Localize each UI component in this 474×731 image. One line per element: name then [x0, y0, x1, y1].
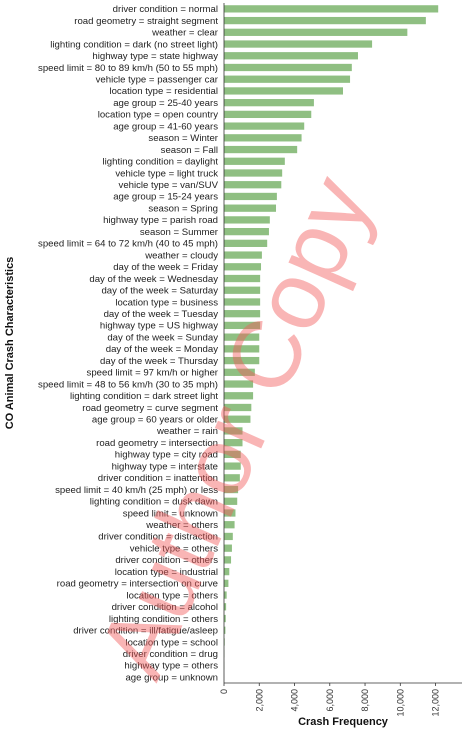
- bar: [224, 169, 282, 176]
- category-label: weather = clear: [151, 28, 219, 39]
- x-tick-label: 8,000: [360, 689, 370, 712]
- category-label: speed limit = 80 to 89 km/h (50 to 55 mp…: [38, 63, 218, 74]
- category-label: age group = 25-40 years: [113, 98, 218, 109]
- category-label: vehicle type = van/SUV: [119, 180, 219, 191]
- category-label: day of the week = Saturday: [101, 286, 218, 297]
- category-label: day of the week = Monday: [106, 344, 218, 355]
- bar: [224, 146, 297, 153]
- x-tick-label: 12,000: [431, 689, 441, 717]
- x-tick-label: 10,000: [395, 689, 405, 717]
- category-label: season = Winter: [148, 133, 218, 144]
- category-label: driver condition = normal: [113, 4, 218, 15]
- y-axis-title: CO Animal Crash Characteristics: [4, 257, 16, 430]
- bar: [224, 111, 311, 118]
- category-label: season = Fall: [161, 145, 218, 156]
- bar: [224, 17, 426, 24]
- category-label: road geometry = straight segment: [74, 16, 218, 27]
- x-tick-label: 4,000: [290, 689, 300, 712]
- category-label: highway type = state highway: [92, 51, 218, 62]
- category-label: season = Spring: [148, 203, 218, 214]
- bar: [224, 193, 277, 200]
- category-label: highway type = parish road: [103, 215, 218, 226]
- bar: [224, 158, 285, 165]
- x-axis-title: Crash Frequency: [298, 716, 389, 728]
- category-label: location type = residential: [109, 86, 218, 97]
- category-label: vehicle type = passenger car: [96, 75, 219, 86]
- bar: [224, 64, 352, 71]
- category-label: day of the week = Tuesday: [104, 309, 219, 320]
- bar: [224, 181, 281, 188]
- category-label: highway type = US highway: [100, 321, 218, 332]
- bar: [224, 40, 372, 47]
- x-ticks-group: 0 2,000 4,000 6,000 8,000 10,000 12,000: [219, 683, 441, 717]
- category-label: speed limit = 64 to 72 km/h (40 to 45 mp…: [38, 239, 218, 250]
- category-label: age group = 41-60 years: [113, 121, 218, 132]
- category-label: day of the week = Sunday: [107, 332, 218, 343]
- bar: [224, 87, 343, 94]
- category-label: vehicle type = light truck: [115, 168, 218, 179]
- category-label: location type = open country: [98, 110, 218, 121]
- category-label: lighting condition = daylight: [103, 157, 219, 168]
- category-label: weather = cloudy: [144, 250, 218, 261]
- bar: [224, 216, 270, 223]
- bar: [224, 122, 304, 129]
- bar: [224, 29, 407, 36]
- x-tick-label: 0: [219, 689, 229, 694]
- bar: [224, 76, 350, 83]
- bar: [224, 134, 302, 141]
- x-tick-label: 2,000: [254, 689, 264, 712]
- category-label: day of the week = Friday: [113, 262, 218, 273]
- category-label: location type = business: [115, 297, 218, 308]
- bar: [224, 99, 314, 106]
- category-label: lighting condition = dark (no street lig…: [50, 39, 218, 50]
- category-label: season = Summer: [140, 227, 219, 238]
- category-label: age group = 15-24 years: [113, 192, 218, 203]
- category-label: day of the week = Wednesday: [89, 274, 218, 285]
- bar: [224, 205, 276, 212]
- category-label: day of the week = Thursday: [100, 356, 218, 367]
- x-tick-label: 6,000: [325, 689, 335, 712]
- category-label: speed limit = 48 to 56 km/h (30 to 35 mp…: [38, 379, 218, 390]
- bar: [224, 5, 438, 12]
- bar: [224, 52, 358, 59]
